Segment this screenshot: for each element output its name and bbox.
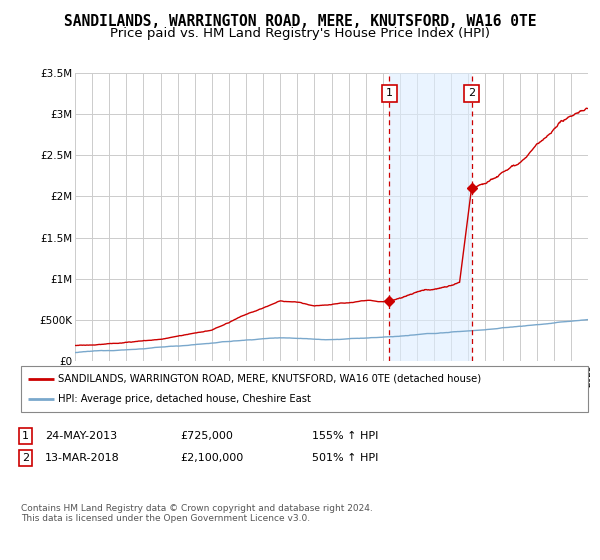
- Bar: [389, 73, 472, 361]
- Text: Contains HM Land Registry data © Crown copyright and database right 2024.
This d: Contains HM Land Registry data © Crown c…: [21, 504, 373, 524]
- Text: £725,000: £725,000: [180, 431, 233, 441]
- Text: 2: 2: [22, 453, 29, 463]
- Text: 2: 2: [468, 88, 475, 99]
- Text: SANDILANDS, WARRINGTON ROAD, MERE, KNUTSFORD, WA16 0TE: SANDILANDS, WARRINGTON ROAD, MERE, KNUTS…: [64, 14, 536, 29]
- Text: 13-MAR-2018: 13-MAR-2018: [45, 453, 120, 463]
- Text: HPI: Average price, detached house, Cheshire East: HPI: Average price, detached house, Ches…: [58, 394, 311, 404]
- Text: 501% ↑ HPI: 501% ↑ HPI: [312, 453, 379, 463]
- Text: £2,100,000: £2,100,000: [180, 453, 243, 463]
- Text: Price paid vs. HM Land Registry's House Price Index (HPI): Price paid vs. HM Land Registry's House …: [110, 27, 490, 40]
- Text: 24-MAY-2013: 24-MAY-2013: [45, 431, 117, 441]
- Text: 155% ↑ HPI: 155% ↑ HPI: [312, 431, 379, 441]
- Text: 1: 1: [386, 88, 393, 99]
- Text: 1: 1: [22, 431, 29, 441]
- Text: SANDILANDS, WARRINGTON ROAD, MERE, KNUTSFORD, WA16 0TE (detached house): SANDILANDS, WARRINGTON ROAD, MERE, KNUTS…: [58, 374, 481, 384]
